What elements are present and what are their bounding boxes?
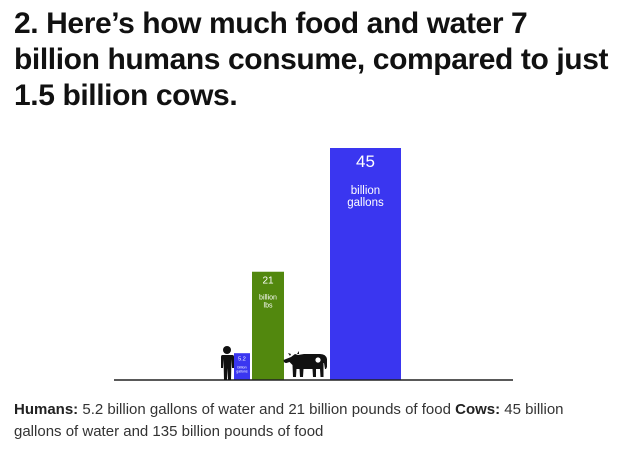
bar-value-label: 21 [262, 276, 274, 287]
caption-humans-label: Humans: [14, 401, 79, 418]
bar-unit-label: gallons [347, 197, 384, 209]
caption-cows-text: 45 billion gallons of water and 135 bill… [14, 401, 564, 440]
bar-humans-1 [252, 271, 284, 380]
bar-unit-label: billion [237, 366, 246, 370]
bar-cows-2 [330, 148, 401, 380]
cow-silhouette-icon [283, 351, 327, 377]
bars-layer: 5.2billiongallons21billionlbs45billionga… [234, 148, 401, 380]
caption-cows-label: Cows: [455, 401, 501, 418]
caption: Humans: 5.2 billion gallons of water and… [14, 399, 614, 443]
bar-value-label: 45 [356, 152, 375, 171]
bar-unit-label: billion [259, 295, 277, 302]
bar-value-label: 5.2 [238, 357, 246, 363]
bar-unit-label: lbs [264, 303, 273, 310]
caption-humans-text: 5.2 billion gallons of water and 21 bill… [78, 401, 456, 418]
headline: 2. Here’s how much food and water 7 bill… [14, 7, 609, 112]
bar-humans-0 [234, 353, 250, 380]
bar-unit-label: gallons [236, 370, 248, 374]
human-silhouette-icon [221, 346, 234, 380]
bar-unit-label: billion [351, 185, 380, 197]
